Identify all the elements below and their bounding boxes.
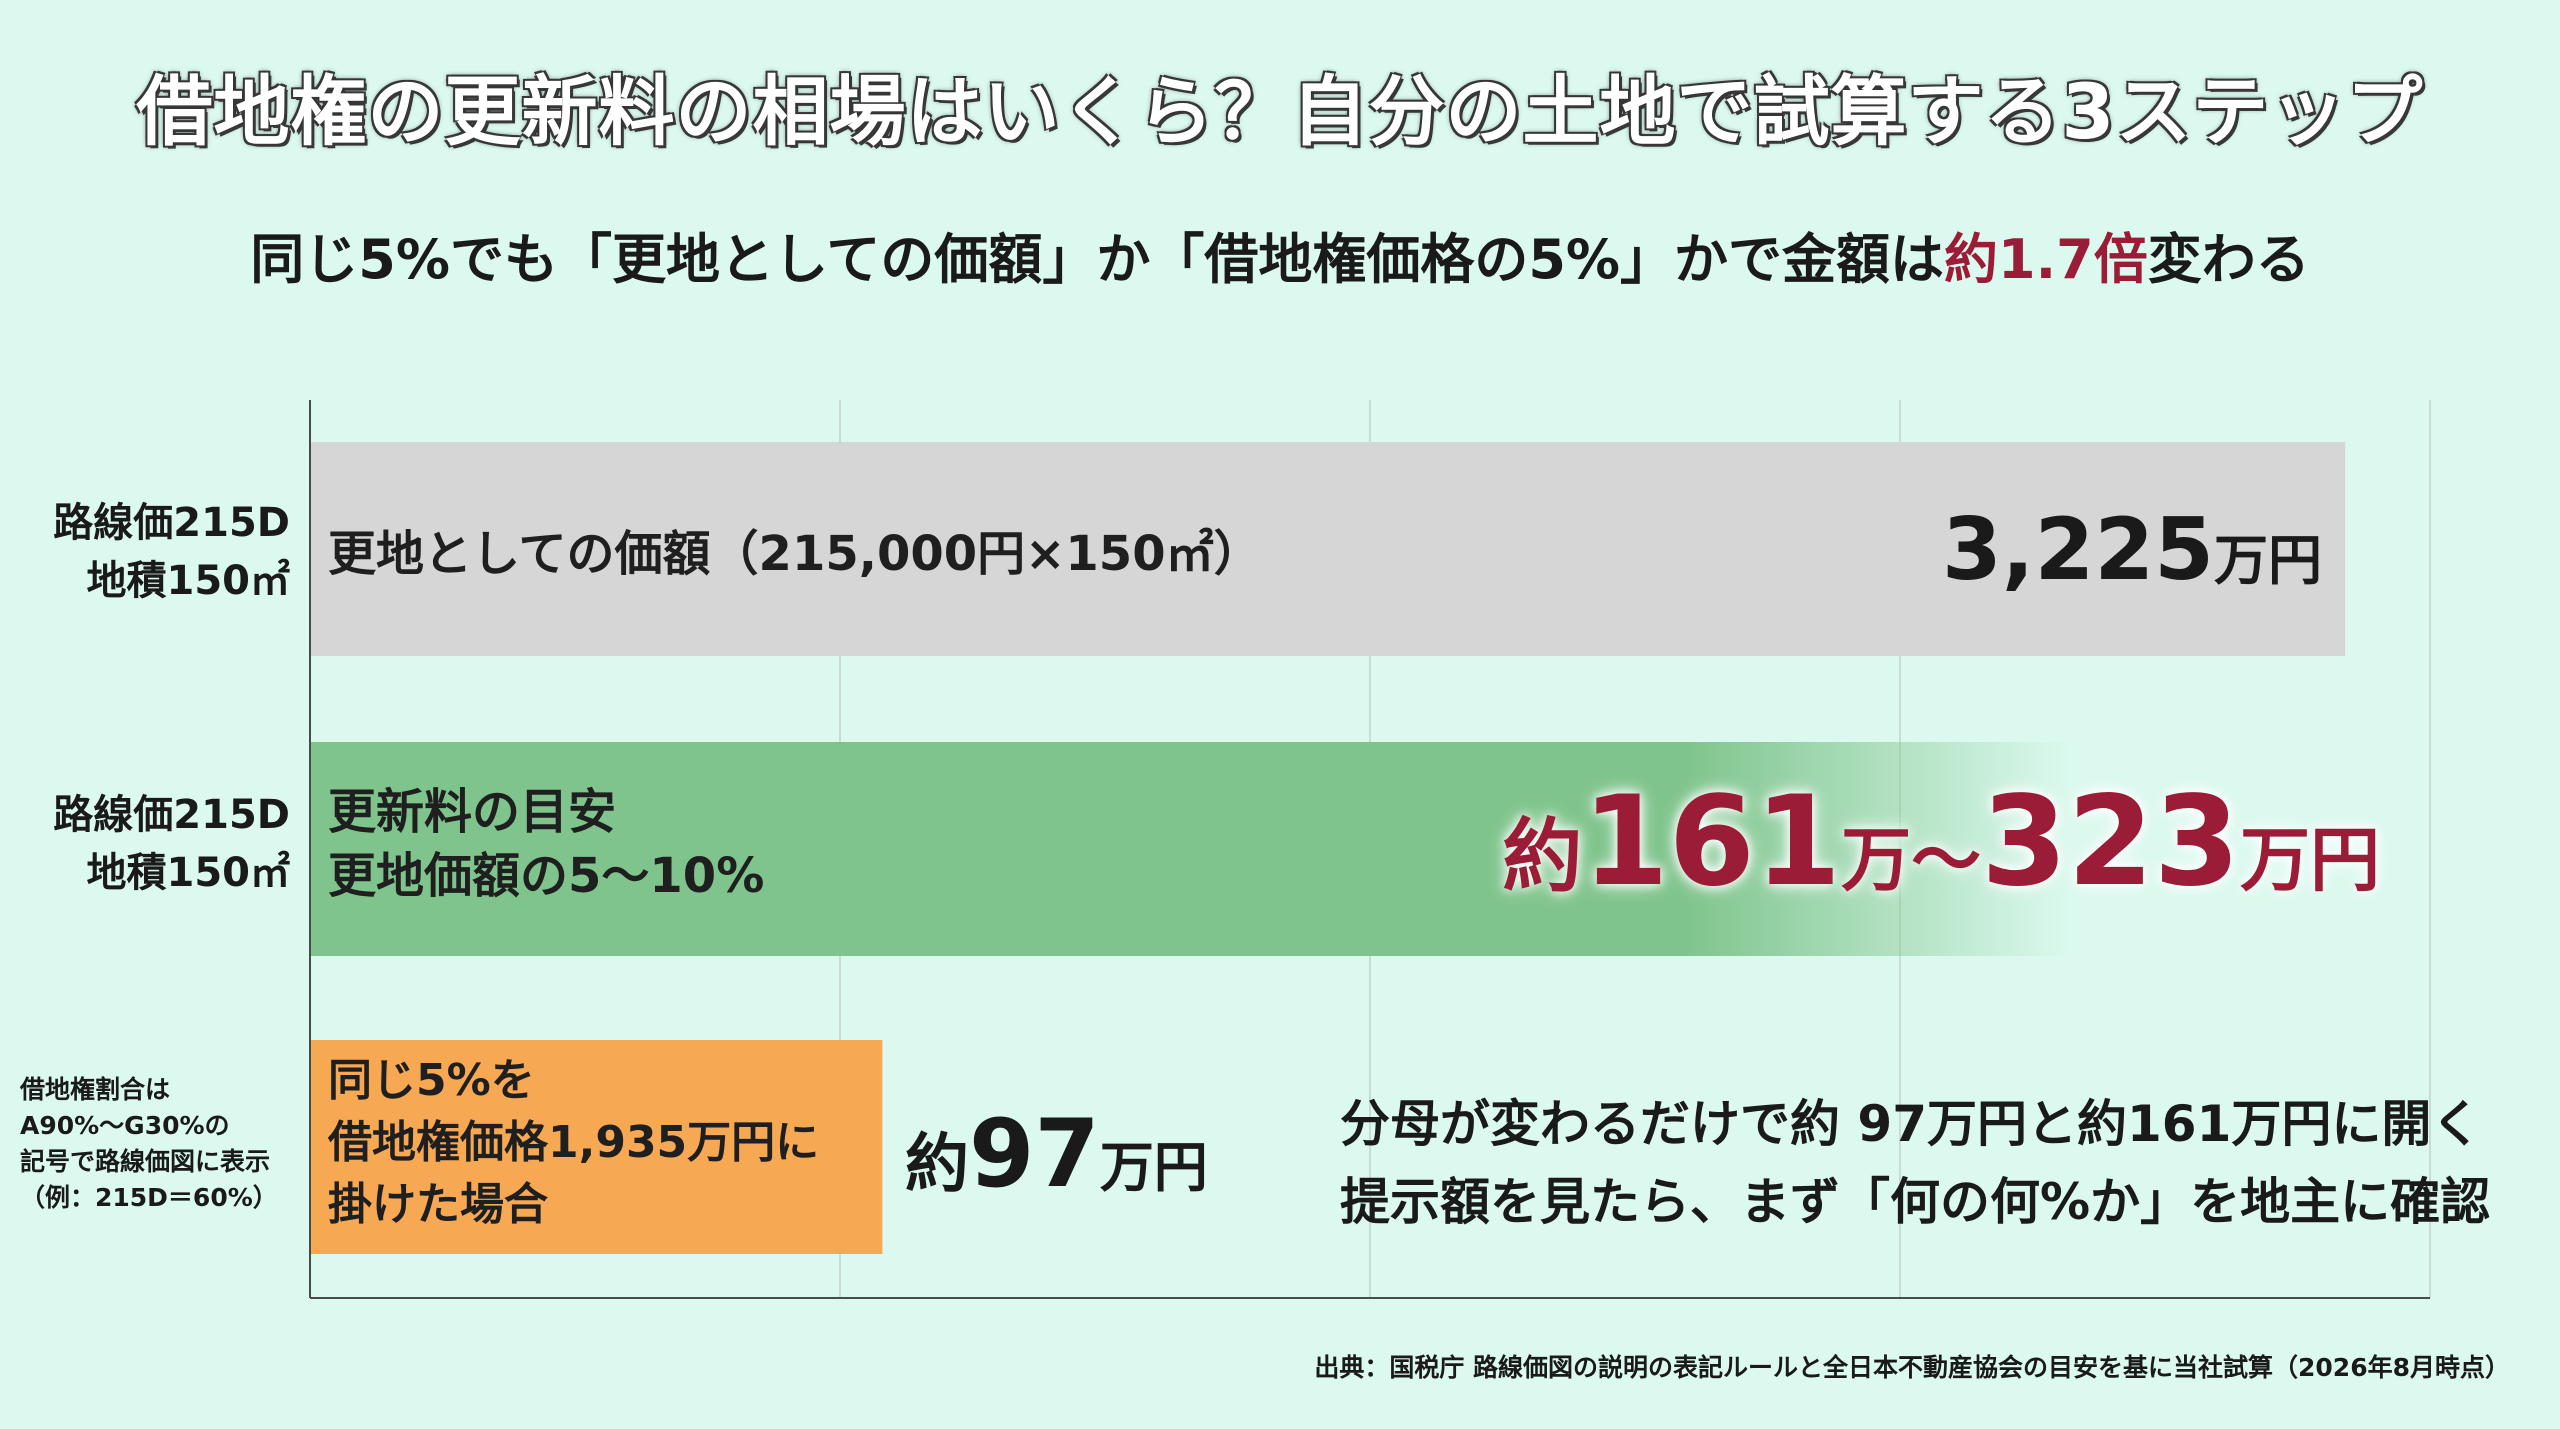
row2-value-unit: 万円	[2240, 819, 2380, 901]
row2-value-sep: 万〜	[1841, 819, 1982, 901]
row1-bar-label: 更地としての価額（215,000円×150㎡）	[328, 526, 1262, 582]
row3-left-line1: 借地権割合は	[20, 1075, 171, 1104]
row2-value-prefix: 約	[1502, 810, 1583, 903]
row3-bar-line2: 借地権価格1,935万円に	[328, 1117, 820, 1168]
row1-left-label: 路線価215D 地積150㎡	[0, 494, 290, 610]
row1-value-number: 3,225	[1941, 500, 2214, 600]
bar-3	[310, 1040, 883, 1254]
subtitle-before: 同じ5%でも「更地としての価額」か「借地権価格の5%」かで金額は	[250, 228, 1945, 291]
row3-left-line4: （例：215D＝60%）	[20, 1183, 278, 1212]
axis-lines	[309, 400, 2430, 1299]
row3-value: 約97万円	[905, 1100, 1208, 1209]
bar-1	[310, 442, 2346, 656]
row3-value-number: 97	[969, 1100, 1100, 1209]
row1-value-unit: 万円	[2214, 529, 2322, 592]
row3-bar-line3: 掛けた場合	[328, 1179, 548, 1230]
row2-left-line1: 路線価215D	[53, 792, 290, 838]
row2-bar-label: 更新料の目安 更地価額の5〜10%	[328, 780, 764, 908]
row2-left-line2: 地積150㎡	[86, 850, 291, 896]
bar-2	[310, 742, 2070, 956]
subtitle-accent: 約1.7倍	[1944, 228, 2148, 291]
note-line2: 提示額を見たら、まず「何の何%か」を地主に確認	[1340, 1173, 2491, 1231]
row2-value-high: 323	[1981, 770, 2240, 914]
comparison-note: 分母が変わるだけで約 97万円と約161万円に開く 提示額を見たら、まず「何の何…	[1340, 1085, 2490, 1241]
bars	[310, 442, 2346, 1254]
row2-value-low: 161	[1582, 770, 1842, 914]
row3-left-note: 借地権割合は A90%〜G30%の 記号で路線価図に表示 （例：215D＝60%…	[20, 1072, 310, 1216]
row3-left-line3: 記号で路線価図に表示	[20, 1147, 271, 1176]
row1-left-line2: 地積150㎡	[86, 558, 291, 604]
row3-value-prefix: 約	[905, 1128, 969, 1202]
row1-left-line1: 路線価215D	[53, 500, 290, 546]
page-title: 借地権の更新料の相場はいくら？自分の土地で試算する3ステップ	[136, 67, 2424, 156]
chart-subtitle: 同じ5%でも「更地としての価額」か「借地権価格の5%」かで金額は約1.7倍変わる	[0, 215, 2560, 294]
row2-bar-line2: 更地価額の5〜10%	[328, 848, 765, 904]
subtitle-after: 変わる	[2147, 228, 2310, 291]
row3-left-line2: A90%〜G30%の	[20, 1111, 230, 1140]
note-line1: 分母が変わるだけで約 97万円と約161万円に開く	[1340, 1095, 2482, 1153]
row3-bar-line1: 同じ5%を	[328, 1055, 535, 1106]
row2-bar-line1: 更新料の目安	[328, 784, 617, 840]
row3-bar-label: 同じ5%を 借地権価格1,935万円に 掛けた場合	[328, 1050, 819, 1236]
row2-left-label: 路線価215D 地積150㎡	[0, 786, 290, 902]
row2-value: 約161万〜323万円	[1502, 770, 2380, 914]
source-credit: 出典：国税庁 路線価図の説明の表記ルールと全日本不動産協会の目安を基に当社試算（…	[1314, 1353, 2510, 1382]
row3-value-unit: 万円	[1099, 1136, 1208, 1199]
row1-value: 3,225万円	[1942, 500, 2322, 600]
